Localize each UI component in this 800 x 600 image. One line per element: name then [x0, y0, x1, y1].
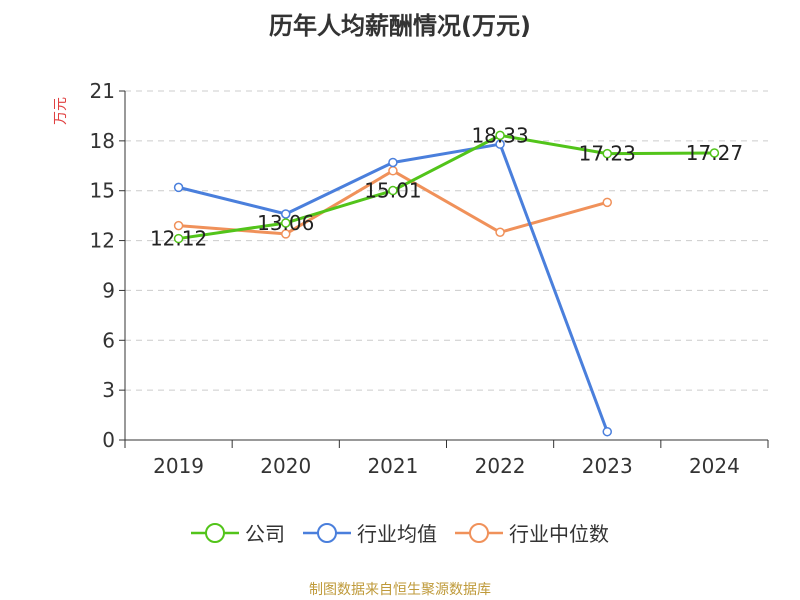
legend-swatch — [303, 522, 351, 543]
data-label: 17.27 — [686, 141, 743, 165]
grid-lines — [125, 90, 768, 391]
y-tick-label: 21 — [90, 79, 115, 103]
y-tick-label: 9 — [102, 278, 115, 302]
y-tick-label: 6 — [102, 328, 115, 352]
data-point — [602, 148, 612, 159]
series-group — [173, 130, 720, 437]
x-tick-label: 2021 — [367, 454, 418, 478]
data-label: 18.33 — [471, 123, 528, 147]
source-note: 制图数据来自恒生聚源数据库 — [309, 582, 491, 598]
data-point — [495, 130, 505, 141]
axes: 0 3 6 9 12 15 18 21 2019 2020 2021 2022 2023 2024 — [90, 79, 769, 478]
data-point — [388, 166, 398, 176]
x-tick-label: 2024 — [689, 454, 740, 478]
y-tick-label: 0 — [102, 428, 115, 452]
legend-label: 公司 — [245, 522, 285, 546]
data-point — [602, 426, 612, 437]
x-tick-label: 2022 — [475, 454, 526, 478]
legend-swatch — [455, 522, 503, 543]
x-tick-label: 2020 — [260, 454, 311, 478]
data-label: 13.06 — [257, 211, 314, 235]
data-point — [281, 209, 291, 219]
x-tick-label: 2023 — [582, 454, 633, 478]
data-point — [388, 157, 398, 168]
chart-title: 历年人均薪酬情况(万元) — [269, 12, 531, 40]
legend-item[interactable]: 公司 — [191, 518, 285, 547]
series-line — [178, 133, 715, 241]
data-point — [173, 233, 184, 244]
legend: 公司 行业均值 行业中位数 — [0, 518, 800, 547]
legend-label: 行业中位数 — [509, 522, 609, 546]
legend-item[interactable]: 行业中位数 — [455, 518, 609, 547]
y-tick-label: 18 — [90, 129, 115, 153]
data-labels: 12.12 13.06 15.01 18.33 17.23 17.27 — [150, 123, 743, 250]
data-label: 17.23 — [579, 142, 636, 166]
legend-swatch — [191, 522, 239, 543]
legend-label: 行业均值 — [357, 522, 437, 546]
data-label: 12.12 — [150, 227, 207, 251]
data-label: 15.01 — [364, 179, 421, 203]
data-point — [495, 139, 505, 149]
y-tick-label: 15 — [90, 179, 115, 203]
data-point — [709, 148, 720, 158]
data-point — [602, 197, 612, 208]
y-tick-label: 3 — [102, 378, 115, 402]
data-point — [281, 218, 291, 228]
y-tick-label: 12 — [90, 229, 115, 253]
data-point — [388, 185, 398, 196]
legend-item[interactable]: 行业均值 — [303, 518, 437, 547]
data-point — [173, 182, 184, 193]
data-point — [281, 229, 291, 239]
x-tick-label: 2019 — [153, 454, 204, 478]
data-point — [495, 227, 505, 238]
data-point — [173, 220, 184, 231]
